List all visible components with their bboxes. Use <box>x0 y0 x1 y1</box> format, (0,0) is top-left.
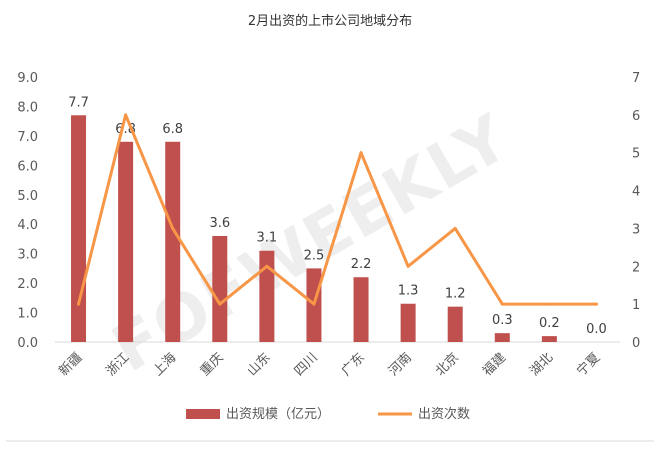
bar <box>494 333 510 342</box>
bar-data-label: 2.5 <box>304 248 325 263</box>
right-axis-tick: 6 <box>632 109 640 124</box>
bar-data-label: 2.2 <box>351 257 372 272</box>
line-point <box>265 264 269 268</box>
line-point <box>547 302 551 306</box>
bar <box>353 277 369 342</box>
category-label: 北京 <box>433 350 462 379</box>
right-axis-tick: 5 <box>632 147 640 162</box>
line-point <box>77 302 81 306</box>
legend-line-label: 出资次数 <box>418 406 470 422</box>
legend-bar-label: 出资规模（亿元） <box>226 407 330 422</box>
left-axis-tick: 5.0 <box>17 189 38 204</box>
left-axis-tick: 7.0 <box>17 130 38 145</box>
line-point <box>594 302 598 306</box>
bar <box>541 336 557 342</box>
bar-data-label: 6.8 <box>162 122 183 137</box>
line-point <box>312 302 316 306</box>
chart-title: 2月出资的上市公司地域分布 <box>247 14 413 29</box>
line-point <box>218 302 222 306</box>
category-label: 宁夏 <box>574 350 604 380</box>
left-axis-tick: 9.0 <box>17 71 38 86</box>
category-label: 福建 <box>480 350 509 379</box>
bar-data-label: 1.3 <box>398 284 419 299</box>
bar-data-label: 0.3 <box>492 313 513 328</box>
bar <box>71 115 87 343</box>
legend-bar-swatch <box>186 409 220 419</box>
category-label: 重庆 <box>197 350 227 380</box>
bar <box>118 141 134 342</box>
line-point <box>359 151 363 155</box>
left-axis: 0.0 1.0 2.0 3.0 4.0 5.0 6.0 7.0 8.0 9.0 <box>17 71 38 351</box>
bar <box>259 250 275 342</box>
left-axis-tick: 6.0 <box>17 159 38 174</box>
category-label: 四川 <box>292 350 321 379</box>
bar-data-label: 0.2 <box>539 316 560 331</box>
right-axis: 0 1 2 3 4 5 6 7 <box>632 71 640 351</box>
line-point <box>453 226 457 230</box>
bar-data-label: 0.0 <box>586 322 607 337</box>
line-point <box>171 226 175 230</box>
watermark-text: FOFWEEKLY <box>100 101 522 387</box>
bar <box>400 303 416 342</box>
bar-data-label: 7.7 <box>68 95 89 110</box>
category-label: 新疆 <box>56 350 86 380</box>
category-label: 河南 <box>385 350 415 380</box>
left-axis-tick: 1.0 <box>17 307 38 322</box>
watermark: FOFWEEKLY <box>100 101 522 387</box>
line-series <box>77 113 598 306</box>
right-axis-tick: 2 <box>632 260 640 275</box>
right-axis-tick: 0 <box>632 336 640 351</box>
bar <box>212 236 228 342</box>
left-axis-tick: 2.0 <box>17 277 38 292</box>
category-label: 广东 <box>339 350 368 379</box>
legend: 出资规模（亿元） 出资次数 <box>186 406 470 422</box>
category-label: 湖北 <box>527 350 556 379</box>
bar <box>447 306 463 342</box>
right-axis-tick: 3 <box>632 222 640 237</box>
bar-data-labels: 7.76.8 6.83.63.12.52.21.3 1.20.3 0.2 0.0 <box>68 95 607 337</box>
line-point <box>406 264 410 268</box>
right-axis-tick: 7 <box>632 71 640 86</box>
left-axis-tick: 4.0 <box>17 218 38 233</box>
bar <box>165 141 181 342</box>
left-axis-tick: 0.0 <box>17 336 38 351</box>
right-axis-tick: 4 <box>632 185 640 200</box>
right-axis-tick: 1 <box>632 298 640 313</box>
line-path <box>77 113 598 306</box>
line-point <box>500 302 504 306</box>
bar-data-label: 3.1 <box>257 231 278 246</box>
bar-data-label: 3.6 <box>209 216 230 231</box>
left-axis-tick: 8.0 <box>17 100 38 115</box>
line-point <box>124 113 128 117</box>
category-label: 山东 <box>245 350 274 379</box>
left-axis-tick: 3.0 <box>17 248 38 263</box>
bar-data-label: 1.2 <box>445 287 466 302</box>
